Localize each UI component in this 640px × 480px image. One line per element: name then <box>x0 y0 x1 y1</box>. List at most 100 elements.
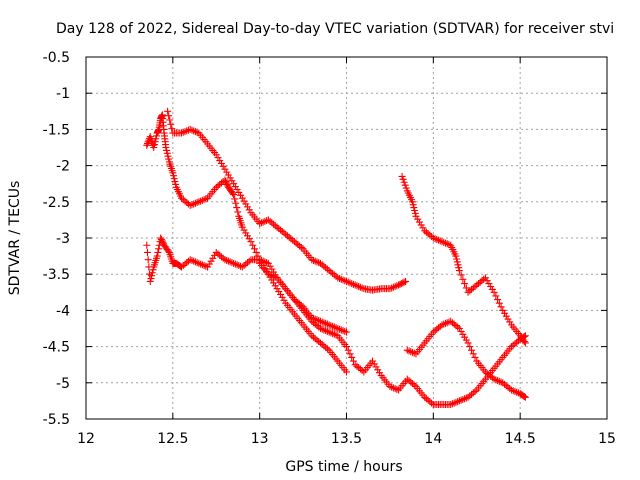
data-point-track-a <box>170 175 178 183</box>
data-point-track-b <box>178 129 186 137</box>
data-point-track-b <box>245 206 253 214</box>
data-point-track-c <box>325 328 333 336</box>
data-point-track-c <box>355 364 363 372</box>
x-tick-label: 13.5 <box>331 431 362 447</box>
data-point-track-c <box>205 260 213 268</box>
data-point-track-f <box>471 353 479 361</box>
data-point-track-e <box>504 315 512 323</box>
data-point-track-d <box>322 319 330 327</box>
data-point-track-b <box>316 259 324 267</box>
data-point-track-d <box>270 272 278 280</box>
data-point-track-b <box>289 236 297 244</box>
data-point-track-f <box>485 371 493 379</box>
data-point-track-e <box>454 261 462 269</box>
data-point-track-b <box>297 243 305 251</box>
data-point-track-d <box>316 317 324 325</box>
data-point-track-d <box>271 273 279 281</box>
data-point-track-c <box>207 257 215 265</box>
data-point-track-a <box>322 343 330 351</box>
data-point-track-f <box>494 377 502 385</box>
data-point-track-b <box>231 183 239 191</box>
data-point-track-c <box>507 343 515 351</box>
data-point-track-a <box>143 141 151 149</box>
data-point-track-b <box>313 258 321 266</box>
data-point-track-e <box>411 209 419 217</box>
data-point-track-e <box>485 280 493 288</box>
x-tick-label: 14 <box>424 431 442 447</box>
data-point-track-f <box>483 369 491 377</box>
data-point-track-b <box>285 233 293 241</box>
data-point-track-c <box>316 325 324 332</box>
data-point-track-b <box>216 157 224 165</box>
data-point-track-b <box>277 226 285 234</box>
data-point-track-c <box>231 260 239 268</box>
data-point-track-c <box>159 238 167 246</box>
data-point-track-d <box>292 297 300 305</box>
data-point-track-c <box>242 260 250 268</box>
data-point-track-c <box>226 258 234 266</box>
data-point-track-d <box>311 315 319 323</box>
data-point-track-d <box>334 325 342 332</box>
data-point-track-b <box>339 276 347 284</box>
data-point-track-e <box>468 285 476 293</box>
data-point-track-a <box>252 248 260 256</box>
data-point-track-c <box>391 385 399 393</box>
data-point-track-a <box>247 238 255 246</box>
data-point-track-d <box>330 323 338 331</box>
data-point-track-f <box>405 347 413 355</box>
data-point-track-e <box>453 258 461 266</box>
data-point-track-a <box>311 335 319 343</box>
data-point-track-b <box>322 264 330 272</box>
data-point-track-c <box>447 401 455 409</box>
data-point-track-f <box>492 376 500 384</box>
data-point-track-b <box>336 275 344 283</box>
y-tick-label: -4 <box>56 303 70 319</box>
data-point-track-b <box>237 191 245 199</box>
data-point-track-d <box>343 328 350 336</box>
data-point-track-c <box>191 258 199 266</box>
data-point-track-c <box>389 384 397 392</box>
data-point-track-e <box>464 288 472 296</box>
data-point-track-e <box>412 212 420 220</box>
data-point-track-d <box>336 325 344 333</box>
data-point-track-b <box>224 171 232 179</box>
data-point-track-e <box>440 238 448 246</box>
data-point-track-d <box>341 327 349 335</box>
data-point-track-c <box>181 260 189 268</box>
y-tick-label: -2 <box>56 159 70 175</box>
data-point-track-c <box>374 366 382 374</box>
data-point-track-f <box>466 343 474 351</box>
data-point-track-c <box>469 389 477 397</box>
data-point-track-b <box>292 239 300 247</box>
data-point-track-c <box>143 241 151 249</box>
data-point-track-b <box>356 283 364 291</box>
data-point-track-c <box>143 248 151 256</box>
data-point-track-e <box>455 267 463 275</box>
data-point-track-e <box>429 234 437 242</box>
data-point-track-b <box>244 203 252 211</box>
data-point-track-f <box>521 393 529 401</box>
data-point-track-f <box>431 327 439 335</box>
data-point-track-b <box>191 128 199 136</box>
x-tick-label: 14.5 <box>505 431 536 447</box>
data-point-track-c <box>148 269 156 277</box>
data-point-track-c <box>221 256 229 264</box>
data-point-track-d <box>296 300 304 308</box>
data-point-track-d <box>327 322 335 330</box>
data-point-track-e <box>441 239 449 247</box>
data-point-track-c <box>330 330 338 338</box>
data-point-track-a <box>223 180 231 188</box>
data-point-track-b <box>343 277 350 285</box>
data-point-track-e <box>438 238 446 246</box>
data-point-track-a <box>277 290 285 298</box>
data-point-track-b <box>389 283 397 291</box>
data-point-track-b <box>386 285 394 293</box>
data-point-track-d <box>310 314 318 322</box>
data-point-track-b <box>230 180 238 188</box>
data-point-track-b <box>310 256 318 264</box>
data-point-track-b <box>323 265 331 273</box>
data-point-track-d <box>329 322 337 330</box>
data-point-track-e <box>421 227 429 235</box>
data-point-track-c <box>209 254 217 262</box>
data-point-track-c <box>263 259 271 267</box>
